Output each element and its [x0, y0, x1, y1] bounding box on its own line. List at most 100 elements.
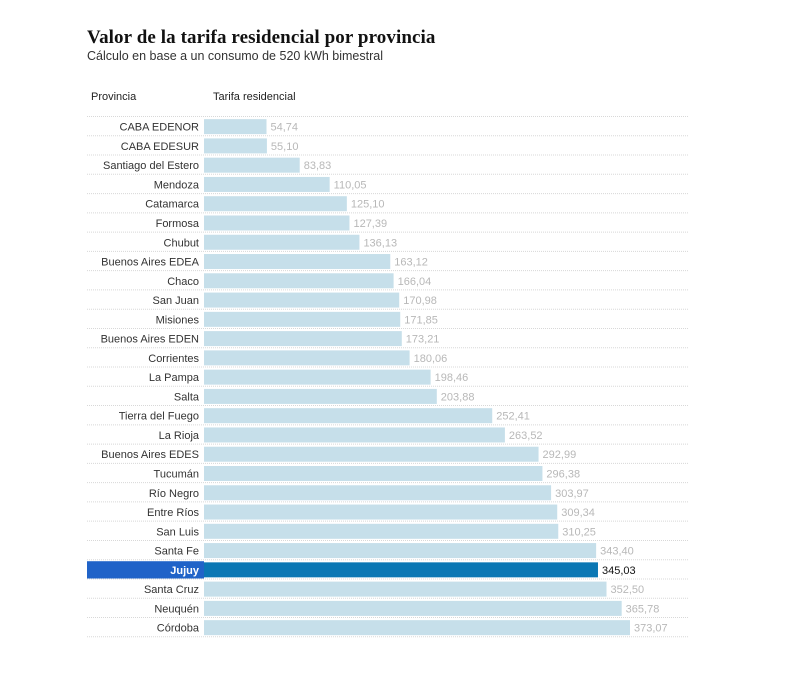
data-label: 127,39: [353, 218, 387, 230]
chart-row[interactable]: Tucumán 296,38: [87, 465, 688, 484]
data-label: 110,05: [334, 179, 367, 191]
category-label: Santa Fe: [154, 546, 199, 558]
chart-row[interactable]: CABA EDESUR 55,10: [87, 138, 688, 156]
data-label: 292,99: [543, 449, 577, 461]
bar[interactable]: [204, 485, 552, 501]
data-label: 55,10: [271, 141, 299, 153]
chart-row[interactable]: CABA EDENOR 54,74: [87, 119, 688, 137]
chart-row[interactable]: Córdoba 373,07: [87, 620, 688, 638]
bar[interactable]: [204, 523, 559, 539]
bar[interactable]: [204, 157, 300, 173]
bar[interactable]: [204, 388, 437, 404]
chart-row[interactable]: Santa Cruz 352,50: [87, 581, 688, 599]
category-label: Entre Ríos: [147, 507, 199, 519]
chart-row[interactable]: Salta 203,88: [87, 388, 688, 407]
category-label: CABA EDENOR: [120, 122, 200, 134]
category-label: La Rioja: [159, 430, 200, 442]
bar[interactable]: [204, 234, 360, 250]
bar[interactable]: [204, 620, 630, 636]
category-label: Jujuy: [170, 565, 200, 577]
category-label: Buenos Aires EDES: [101, 449, 199, 461]
bar[interactable]: [204, 446, 539, 462]
chart-row[interactable]: Neuquén 365,78: [87, 600, 688, 619]
bar[interactable]: [204, 196, 347, 212]
chart-row[interactable]: San Juan 170,98: [87, 292, 688, 310]
chart-row[interactable]: Buenos Aires EDEN 173,21: [87, 331, 688, 349]
chart-subtitle: Cálculo en base a un consumo de 520 kWh …: [87, 49, 383, 63]
chart-row[interactable]: Misiones 171,85: [87, 311, 688, 329]
data-label: 252,41: [496, 411, 530, 423]
category-label: Catamarca: [145, 199, 200, 211]
data-label: 125,10: [351, 199, 385, 211]
category-label: CABA EDESUR: [121, 141, 199, 153]
bar[interactable]: [204, 369, 431, 385]
highlight-label-background: [87, 561, 204, 579]
chart-row[interactable]: Tierra del Fuego 252,41: [87, 408, 688, 426]
bar[interactable]: [204, 600, 622, 616]
data-label: 352,50: [611, 584, 645, 596]
column-header-province: Provincia: [91, 91, 137, 103]
category-label: Tierra del Fuego: [119, 411, 199, 423]
data-label: 309,34: [561, 507, 595, 519]
data-label: 171,85: [404, 314, 438, 326]
category-label: Neuquén: [154, 603, 199, 615]
category-label: San Juan: [153, 295, 199, 307]
bar[interactable]: [204, 292, 400, 308]
bar[interactable]: [204, 254, 391, 270]
category-label: La Pampa: [149, 372, 200, 384]
chart-row[interactable]: Buenos Aires EDES 292,99: [87, 446, 688, 464]
bar[interactable]: [204, 581, 607, 597]
bar[interactable]: [204, 176, 330, 192]
bar[interactable]: [204, 273, 394, 289]
chart-row[interactable]: Jujuy 345,03: [87, 561, 688, 580]
chart-title: Valor de la tarifa residencial por provi…: [87, 27, 436, 48]
category-label: Santa Cruz: [144, 584, 199, 596]
data-label: 296,38: [546, 468, 580, 480]
bar[interactable]: [204, 311, 401, 327]
data-label: 203,88: [441, 391, 475, 403]
bar[interactable]: [204, 504, 558, 520]
category-label: Río Negro: [149, 488, 199, 500]
bar[interactable]: [204, 427, 505, 443]
bar[interactable]: [204, 465, 543, 481]
chart-row[interactable]: Chubut 136,13: [87, 234, 688, 252]
data-label: 365,78: [626, 603, 660, 615]
chart-row[interactable]: Buenos Aires EDEA 163,12: [87, 254, 688, 272]
chart-row[interactable]: San Luis 310,25: [87, 523, 688, 541]
bar[interactable]: [204, 562, 598, 578]
bar[interactable]: [204, 215, 350, 231]
data-label: 180,06: [414, 353, 448, 365]
chart-row[interactable]: Santa Fe 343,40: [87, 543, 688, 561]
category-label: San Luis: [156, 526, 199, 538]
bar[interactable]: [204, 331, 402, 347]
category-label: Mendoza: [154, 179, 200, 191]
data-label: 173,21: [406, 334, 440, 346]
chart-row[interactable]: Corrientes 180,06: [87, 350, 688, 368]
chart-row[interactable]: Chaco 166,04: [87, 273, 688, 291]
category-label: Santiago del Estero: [103, 160, 199, 172]
chart-row[interactable]: Mendoza 110,05: [87, 176, 688, 195]
bar[interactable]: [204, 119, 267, 135]
chart-row[interactable]: Catamarca 125,10: [87, 196, 688, 214]
bar[interactable]: [204, 138, 267, 154]
data-label: 54,74: [271, 122, 299, 134]
bar[interactable]: [204, 350, 410, 366]
chart-row[interactable]: Entre Ríos 309,34: [87, 504, 688, 522]
category-label: Corrientes: [148, 353, 199, 365]
category-label: Tucumán: [154, 468, 199, 480]
category-label: Buenos Aires EDEA: [101, 257, 199, 269]
category-label: Salta: [174, 391, 200, 403]
chart-row[interactable]: Río Negro 303,97: [87, 485, 688, 503]
category-label: Buenos Aires EDEN: [101, 334, 199, 346]
data-label: 345,03: [602, 565, 636, 577]
category-label: Chaco: [167, 276, 199, 288]
data-label: 310,25: [562, 526, 596, 538]
bar[interactable]: [204, 408, 493, 424]
data-label: 136,13: [363, 237, 397, 249]
chart-row[interactable]: Santiago del Estero 83,83: [87, 157, 688, 175]
bar[interactable]: [204, 543, 597, 559]
chart-row[interactable]: La Rioja 263,52: [87, 427, 688, 445]
chart-row[interactable]: Formosa 127,39: [87, 215, 688, 233]
chart-row[interactable]: La Pampa 198,46: [87, 369, 688, 387]
